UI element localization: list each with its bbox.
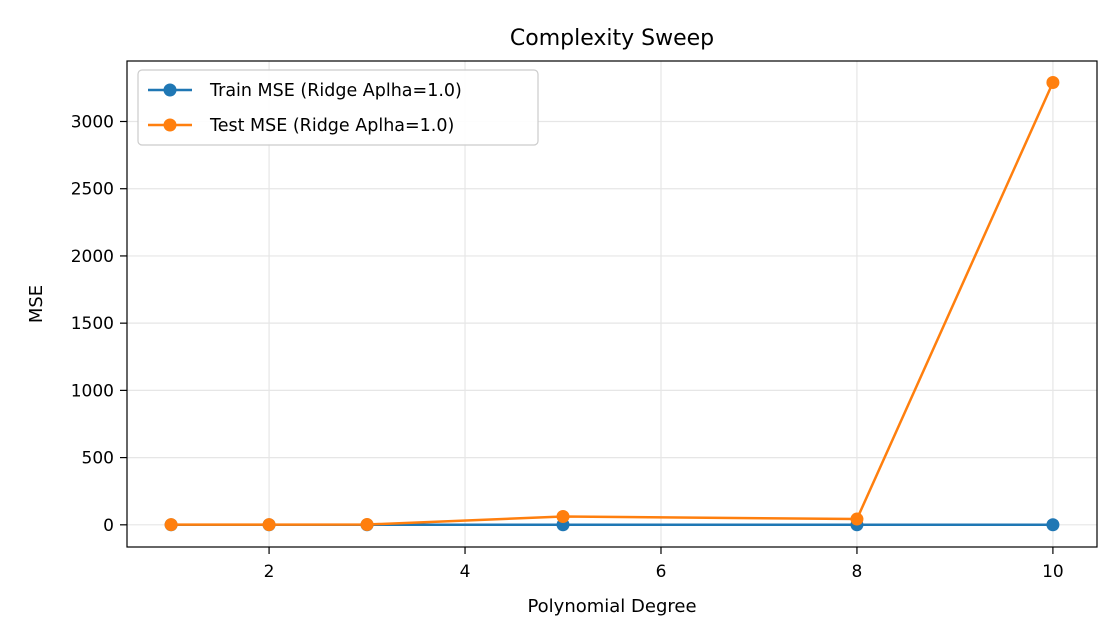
chart-title: Complexity Sweep: [510, 26, 714, 51]
plot-frame: [126, 60, 1098, 548]
legend-marker-test: [163, 118, 177, 132]
x-tick-label: 8: [852, 562, 863, 582]
grid: [127, 61, 1097, 547]
data-point: [164, 518, 178, 532]
legend-marker-train: [163, 83, 177, 97]
data-point: [850, 512, 864, 526]
legend-label-test: Test MSE (Ridge Aplha=1.0): [209, 116, 454, 136]
y-tick-label: 500: [82, 449, 114, 469]
data-point: [1046, 518, 1060, 532]
data-point: [360, 518, 374, 532]
legend: Train MSE (Ridge Aplha=1.0) Test MSE (Ri…: [137, 69, 539, 146]
legend-label-train: Train MSE (Ridge Aplha=1.0): [209, 81, 462, 101]
x-tick-label: 4: [460, 562, 471, 582]
ticks: 2 4 6 8 10 0 500 1000 1500 2000 2500 3000: [71, 112, 1064, 582]
y-tick-label: 2000: [71, 247, 114, 267]
data-point: [556, 509, 570, 523]
x-tick-label: 6: [656, 562, 667, 582]
y-tick-label: 2500: [71, 180, 114, 200]
x-tick-label: 10: [1042, 562, 1064, 582]
y-tick-label: 0: [103, 516, 114, 536]
data-point: [1046, 76, 1060, 90]
x-tick-label: 2: [264, 562, 275, 582]
series-line: [171, 81, 1055, 526]
series-layer: [164, 76, 1060, 532]
x-axis-label: Polynomial Degree: [527, 596, 696, 617]
series-1: [164, 76, 1060, 532]
y-tick-label: 1000: [71, 381, 114, 401]
y-tick-label: 1500: [71, 314, 114, 334]
y-tick-label: 3000: [71, 112, 114, 132]
y-axis-label: MSE: [26, 285, 47, 323]
legend-box: [137, 69, 539, 146]
data-point: [262, 518, 276, 532]
